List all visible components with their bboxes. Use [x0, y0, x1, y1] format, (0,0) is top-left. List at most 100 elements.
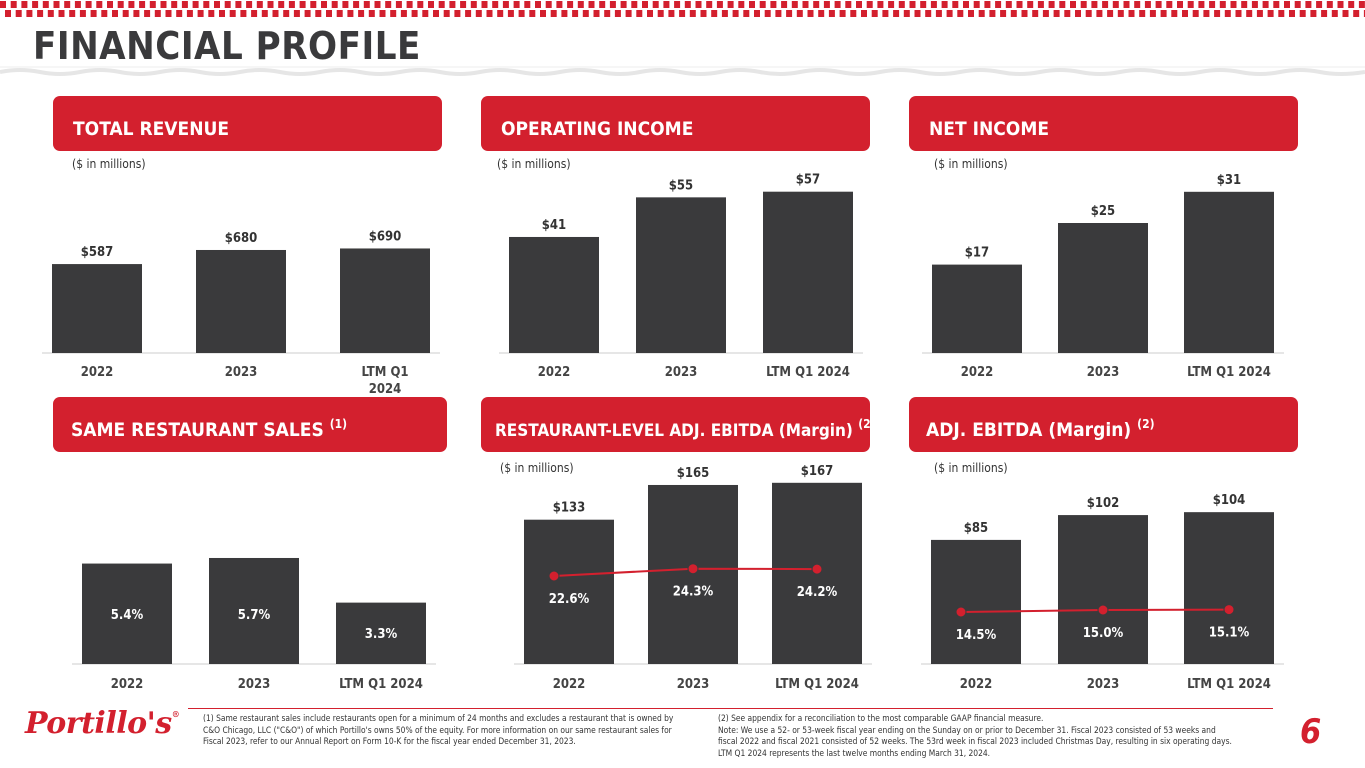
category-label: LTM Q1 2024: [766, 365, 850, 380]
checker-square: [160, 1, 167, 8]
checker-square: [368, 10, 375, 17]
checker-square: [475, 10, 482, 17]
checker-square: [903, 10, 910, 17]
checker-square: [85, 1, 92, 8]
bar: [524, 519, 614, 664]
checker-square: [1123, 1, 1130, 8]
checker-square: [1085, 10, 1092, 17]
checker-square: [1305, 1, 1312, 8]
checker-square: [818, 10, 825, 17]
panel-header-adj-ebitda: ADJ. EBITDA (Margin) (2): [909, 397, 1298, 452]
panel-header-same-restaurant-sales: SAME RESTAURANT SALES (1): [53, 397, 447, 452]
page-title: FINANCIAL PROFILE: [33, 24, 421, 68]
footnote-line: fiscal 2022 and fiscal 2021 consisted of…: [718, 736, 1232, 746]
bar: [1184, 512, 1274, 664]
checker-square: [1353, 10, 1360, 17]
checker-square: [1331, 10, 1338, 17]
checker-square: [261, 10, 268, 17]
top-checker-band: [0, 1, 1365, 17]
checker-square: [37, 10, 44, 17]
checker-square: [754, 10, 760, 17]
checker-square: [657, 10, 664, 17]
checker-square: [593, 10, 600, 17]
checker-square: [219, 10, 225, 17]
checker-square: [186, 10, 193, 17]
checker-square: [122, 10, 129, 17]
checker-square: [96, 1, 103, 8]
checker-square: [256, 1, 263, 8]
checker-square: [513, 1, 520, 8]
checker-square: [925, 10, 932, 17]
bar-value-label: $31: [1217, 173, 1241, 188]
category-label: 2022: [961, 365, 994, 380]
checker-square: [283, 10, 290, 17]
checker-square: [877, 1, 884, 8]
bar: [340, 248, 430, 353]
checker-square: [1203, 10, 1210, 17]
checker-square: [1348, 1, 1355, 8]
checker-square: [952, 1, 959, 8]
checker-square: [293, 10, 300, 17]
checker-square: [1166, 1, 1173, 8]
checker-square: [1278, 10, 1285, 17]
checker-square: [545, 1, 552, 8]
margin-point: [811, 563, 823, 575]
checker-square: [770, 1, 777, 8]
checker-square: [203, 1, 210, 8]
checker-square: [310, 1, 317, 8]
checker-square: [42, 1, 49, 8]
checker-square: [700, 10, 707, 17]
bar: [52, 264, 142, 353]
checker-square: [1326, 1, 1333, 8]
checker-square: [128, 1, 135, 8]
category-label: 2022: [538, 365, 571, 380]
bar-value-label: $55: [669, 178, 693, 193]
panel-header-restaurant-level-ebitda: RESTAURANT-LEVEL ADJ. EBITDA (Margin) (2…: [481, 397, 876, 452]
checker-square: [171, 1, 178, 8]
bar: [1058, 515, 1148, 664]
margin-point: [548, 570, 560, 582]
checker-square: [882, 10, 889, 17]
checker-square: [1128, 10, 1135, 17]
checker-square: [1262, 1, 1269, 8]
bar-value-label: $165: [677, 466, 710, 481]
checker-square: [930, 1, 937, 8]
checker-square: [647, 10, 653, 17]
checker-square: [417, 1, 424, 8]
margin-label: 24.2%: [797, 585, 838, 600]
checker-square: [58, 10, 65, 17]
checker-square: [1358, 1, 1365, 8]
checker-square: [796, 10, 803, 17]
checker-square: [839, 10, 846, 17]
checker-square: [486, 10, 493, 17]
checker-square: [5, 10, 11, 17]
checker-square: [246, 1, 253, 8]
checker-square: [422, 10, 429, 17]
checker-square: [802, 1, 809, 8]
checker-square: [342, 1, 349, 8]
category-label: 2023: [1087, 677, 1120, 692]
checker-square: [920, 1, 927, 8]
checker-square: [856, 1, 862, 8]
checker-square: [609, 1, 616, 8]
checker-square: [26, 10, 33, 17]
checker-square: [395, 1, 402, 8]
bar: [932, 264, 1022, 353]
category-label: LTM Q1 2024: [1187, 677, 1271, 692]
checker-square: [1310, 10, 1317, 17]
checker-square: [144, 10, 151, 17]
bar-value-label: $104: [1213, 493, 1246, 508]
checker-square: [1160, 10, 1167, 17]
checker-square: [1070, 1, 1076, 8]
checker-square: [235, 1, 242, 8]
checker-square: [1230, 1, 1237, 8]
margin-label: 24.3%: [673, 585, 714, 600]
category-label: 2022: [111, 677, 144, 692]
checker-square: [861, 10, 867, 17]
bar: [636, 197, 726, 353]
checker-square: [1075, 10, 1081, 17]
panel-header-label: NET INCOME: [929, 118, 1050, 140]
footnote-line: C&O Chicago, LLC ("C&O") of which Portil…: [203, 724, 672, 735]
checker-square: [1284, 1, 1290, 8]
